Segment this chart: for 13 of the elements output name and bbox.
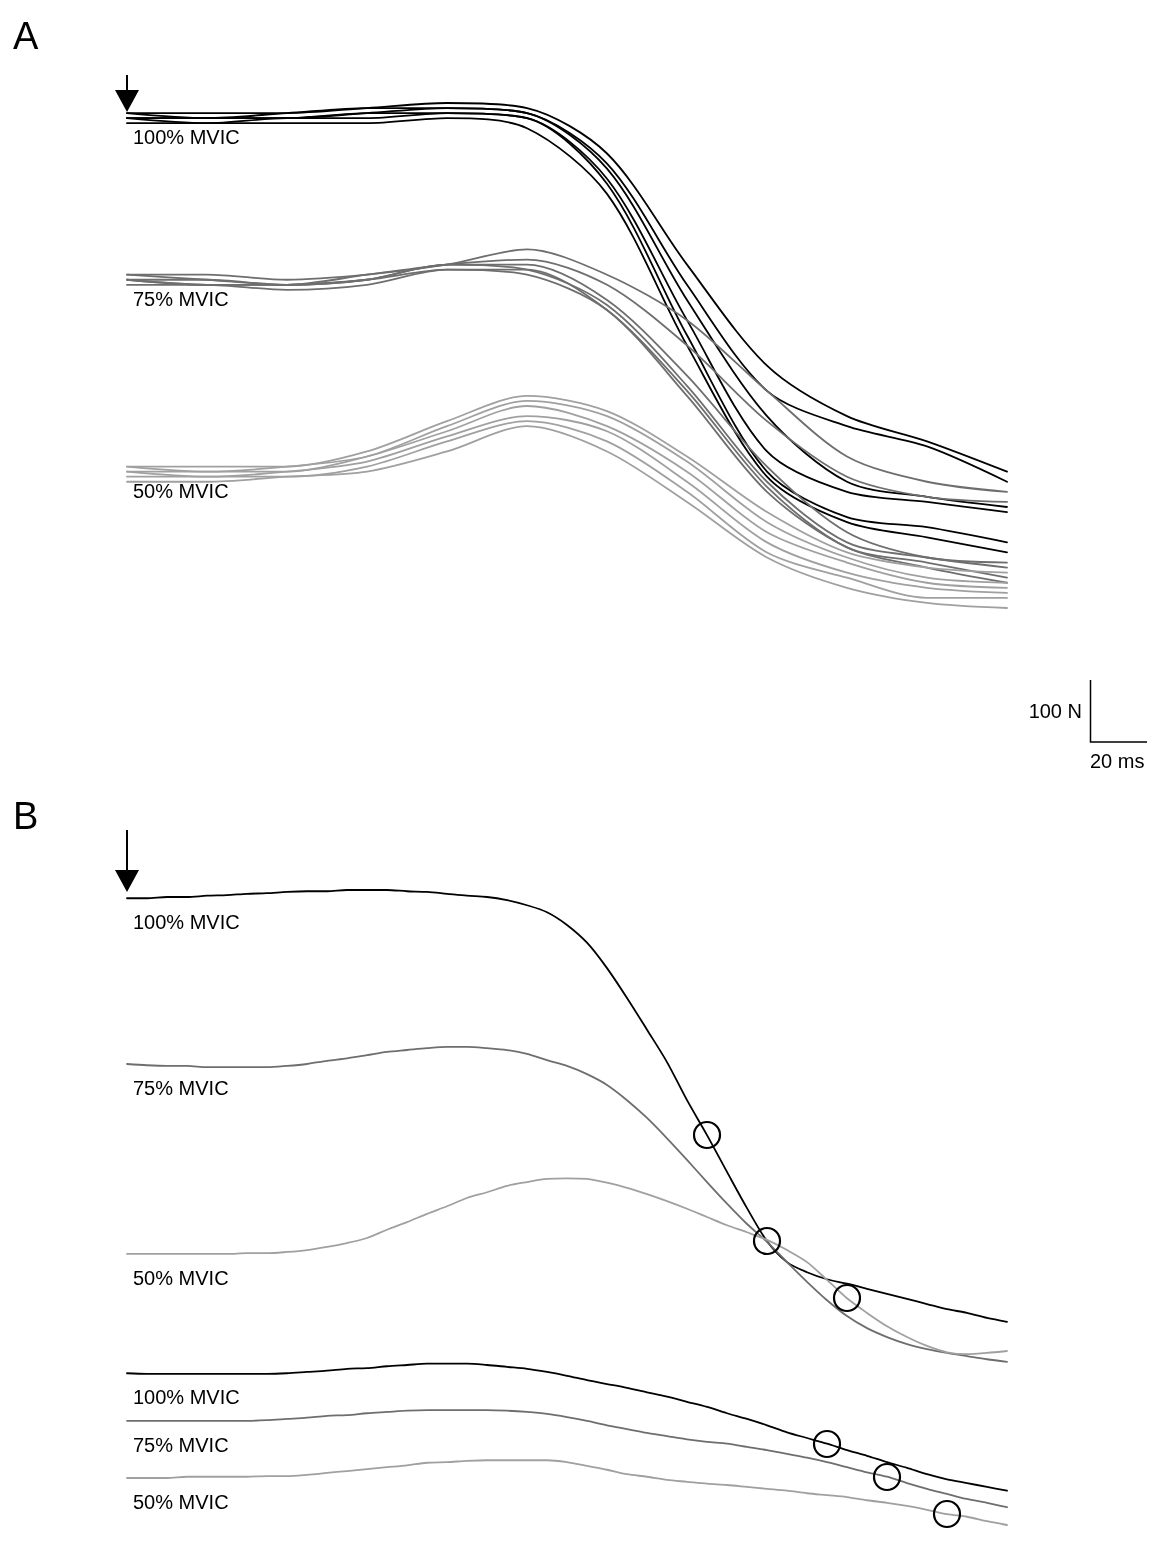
series-label: 75% MVIC [133, 287, 229, 310]
series-label: 100% MVIC [133, 1386, 240, 1409]
series-label: 50% MVIC [133, 1266, 229, 1289]
series-label: 50% MVIC [133, 479, 229, 502]
text: 20 ms [1090, 750, 1145, 773]
text: 100 N [1028, 700, 1082, 723]
series-label: 100% MVIC [133, 911, 240, 934]
chart-title: A [13, 15, 39, 57]
chart-title: B [13, 795, 39, 837]
series-label: 50% MVIC [133, 1491, 229, 1514]
series-label: 75% MVIC [133, 1433, 229, 1456]
series-label: 75% MVIC [133, 1076, 229, 1099]
legend-label: 100% MVIC [133, 126, 240, 149]
